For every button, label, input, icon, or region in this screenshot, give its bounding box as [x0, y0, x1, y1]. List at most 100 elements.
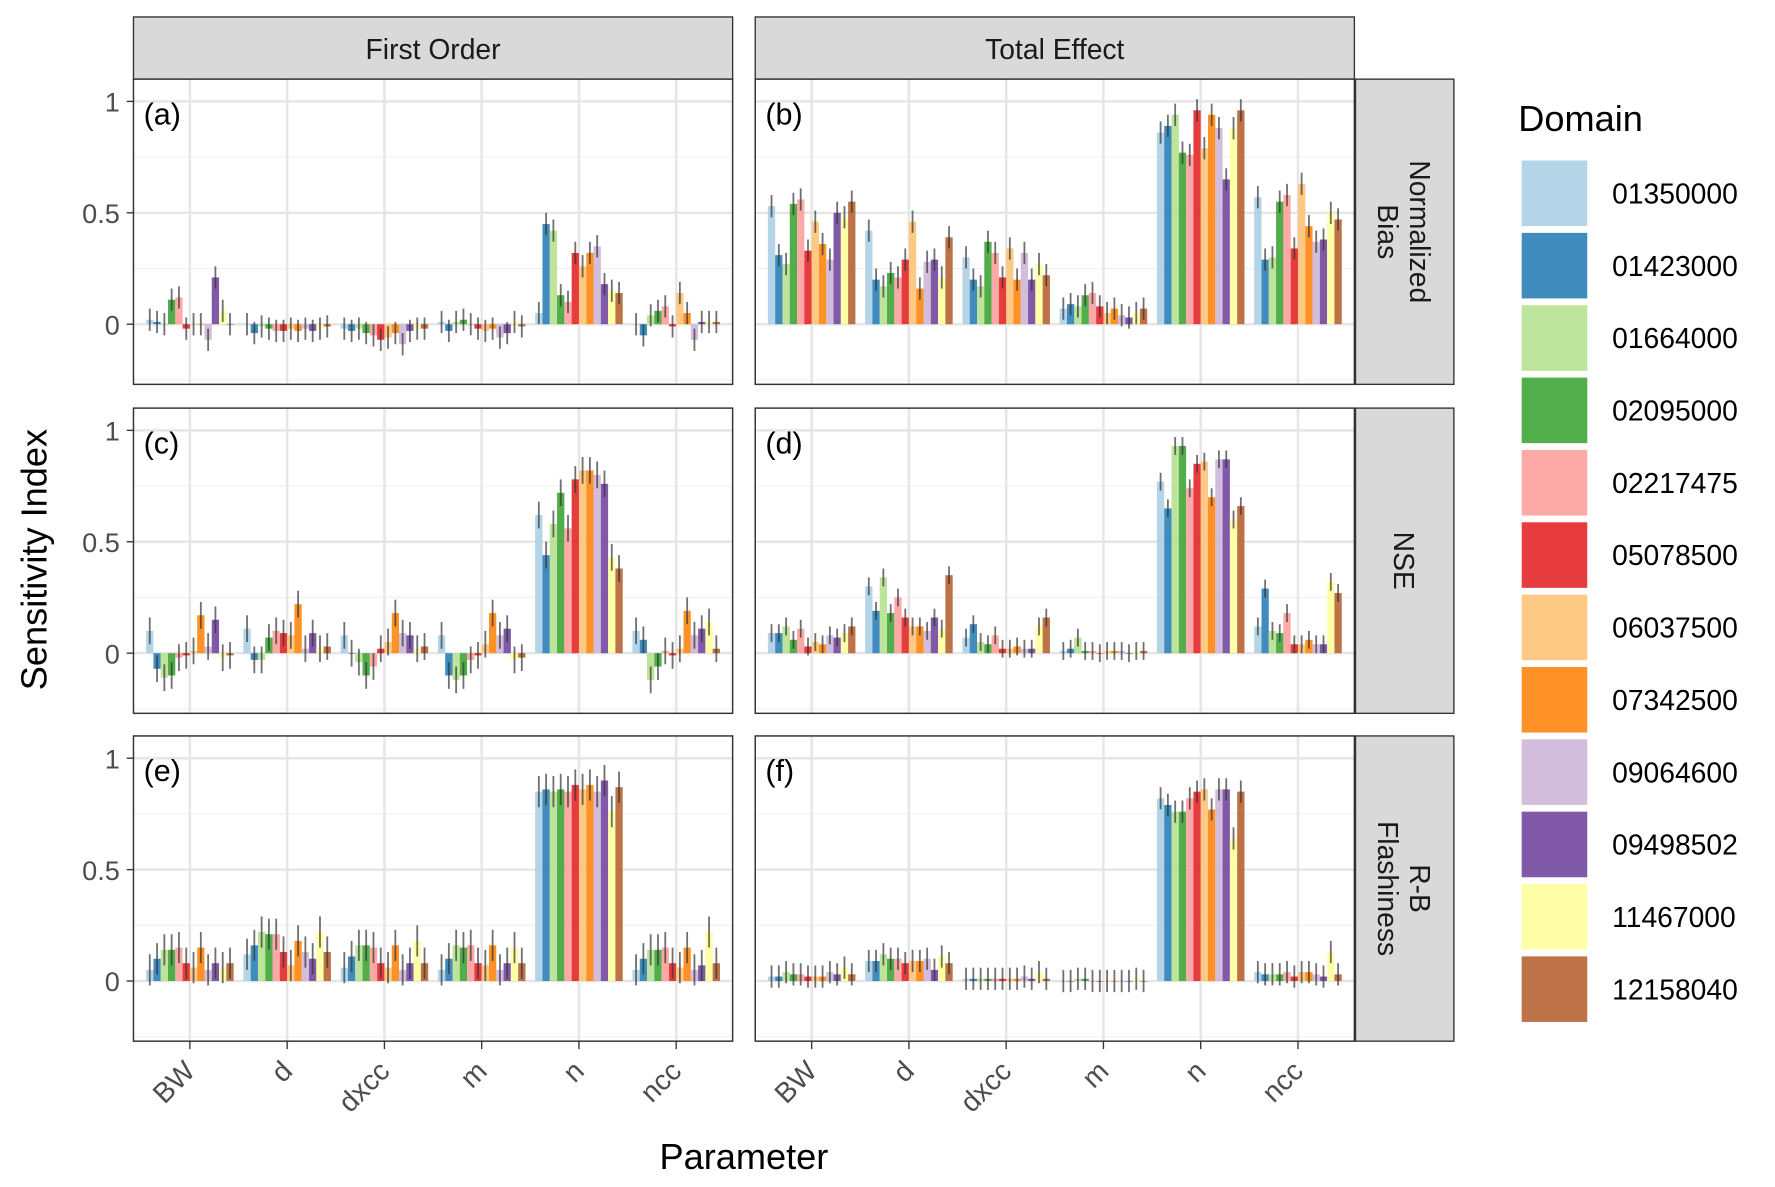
bar	[1222, 789, 1230, 982]
panel-background	[133, 79, 733, 385]
legend-label: 05078500	[1612, 539, 1738, 571]
legend-item: 01664000	[1521, 305, 1738, 371]
row-strip	[1354, 407, 1455, 715]
bar	[557, 492, 565, 654]
bar	[391, 613, 400, 654]
legend-item: 11467000	[1521, 884, 1736, 950]
bar	[1215, 128, 1223, 325]
bar	[1268, 630, 1277, 654]
bar	[767, 206, 776, 325]
bar	[894, 277, 902, 325]
bar	[615, 787, 623, 982]
legend-label: 11467000	[1612, 901, 1736, 933]
bar	[557, 295, 565, 325]
bar	[894, 597, 902, 654]
bar	[1042, 617, 1050, 654]
bar	[1254, 197, 1262, 325]
bar	[938, 277, 946, 325]
x-tick-label: dxcc	[953, 1054, 1017, 1118]
panel-background	[755, 735, 1355, 1042]
bar	[1215, 789, 1223, 982]
panel-background	[133, 735, 733, 1042]
bar	[1164, 805, 1172, 982]
bar	[848, 201, 856, 325]
bar	[789, 203, 798, 325]
bar	[969, 624, 977, 654]
y-tick-label: 0	[105, 638, 120, 669]
bar	[391, 945, 400, 982]
bar	[1305, 226, 1313, 325]
legend-label: 01350000	[1612, 177, 1738, 209]
bar	[571, 479, 579, 654]
bar	[571, 784, 579, 982]
bar	[683, 947, 691, 982]
bar	[452, 945, 460, 982]
y-tick-label: 1	[105, 87, 120, 118]
y-tick-label: 0	[105, 966, 120, 997]
column-strip-label: First Order	[366, 33, 501, 65]
panel-border	[132, 407, 734, 715]
bar	[272, 934, 280, 982]
bar	[1327, 952, 1335, 982]
bar	[938, 628, 946, 654]
bar	[1261, 259, 1269, 325]
row-strip-label: NormalizedBias	[1372, 160, 1436, 303]
bar	[1156, 481, 1165, 654]
bar	[250, 945, 258, 982]
bar	[1237, 110, 1245, 325]
panel-label: (c)	[144, 426, 180, 460]
x-tick-label: ncc	[1255, 1054, 1309, 1108]
bar	[1028, 279, 1036, 325]
bar	[413, 940, 421, 982]
legend-label: 12158040	[1612, 973, 1738, 1005]
bar	[833, 212, 841, 325]
x-tick-label: n	[1178, 1054, 1212, 1088]
bar	[705, 931, 713, 982]
y-tick-label: 0.5	[82, 855, 120, 886]
bar	[1254, 626, 1262, 654]
bar	[564, 528, 572, 654]
bar	[976, 286, 985, 325]
bar	[1186, 798, 1194, 982]
bar	[542, 555, 550, 654]
bar	[1290, 248, 1298, 325]
bar	[654, 949, 662, 982]
y-tick-label: 1	[105, 416, 120, 447]
legend-swatch	[1521, 305, 1588, 371]
bar	[1006, 248, 1014, 325]
bar	[1327, 212, 1335, 325]
y-tick-label: 0.5	[82, 527, 120, 558]
bar	[615, 568, 623, 654]
bar	[1186, 154, 1194, 325]
panel-border	[754, 735, 1356, 1042]
bar	[865, 230, 873, 325]
panel-d: (d)	[754, 407, 1356, 715]
bar	[1229, 519, 1238, 654]
legend-label: 01664000	[1612, 322, 1738, 354]
bar	[1193, 463, 1201, 654]
bar	[1042, 275, 1050, 325]
bar	[930, 617, 939, 654]
bar	[647, 949, 655, 982]
bar	[683, 610, 691, 654]
bar	[1312, 241, 1320, 325]
bar	[294, 940, 302, 982]
x-tick-label: dxcc	[332, 1054, 396, 1118]
bar	[767, 633, 776, 654]
bar	[510, 947, 519, 982]
column-strip-label: Total Effect	[985, 33, 1124, 65]
legend-item: 09064600	[1521, 739, 1738, 805]
bar	[1171, 445, 1179, 654]
bar	[1208, 497, 1216, 654]
bar	[1088, 293, 1097, 325]
panel-c: (c) 0 0.5 1	[82, 407, 734, 715]
legend-item: 07342500	[1521, 666, 1738, 733]
bar	[1276, 633, 1284, 654]
bar	[1081, 295, 1089, 325]
bar	[355, 945, 363, 982]
legend-item: 02095000	[1521, 377, 1738, 444]
bar	[998, 277, 1007, 325]
row-strip	[1354, 735, 1455, 1042]
bar	[1171, 114, 1179, 325]
bar	[542, 223, 550, 325]
